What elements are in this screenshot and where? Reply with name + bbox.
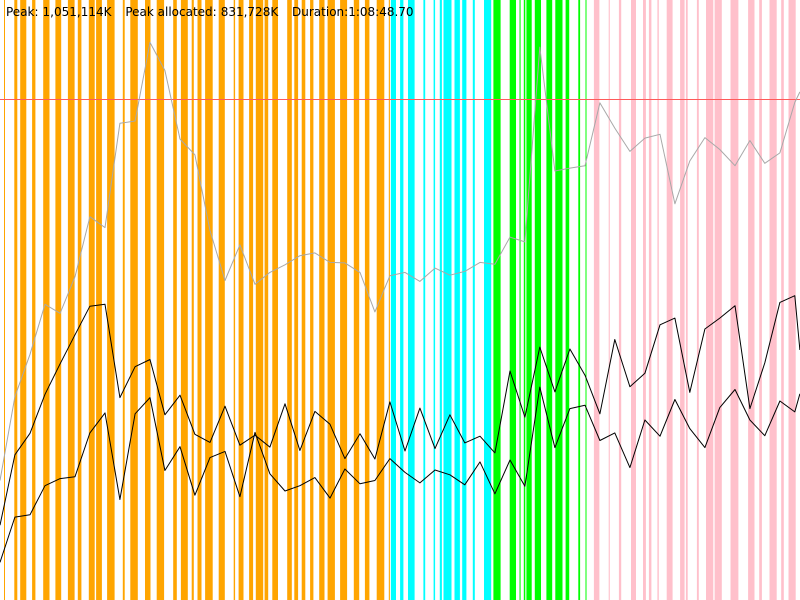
phase-stripe xyxy=(423,0,426,600)
phase-stripe xyxy=(523,0,526,600)
phase-stripe xyxy=(519,0,521,600)
phase-stripe xyxy=(706,0,714,600)
phase-stripe xyxy=(272,0,278,600)
phase-stripe xyxy=(390,0,396,600)
phase-stripe xyxy=(781,0,784,600)
phase-stripe xyxy=(578,0,581,600)
phase-stripe xyxy=(77,0,82,600)
phase-stripe xyxy=(107,0,115,600)
phase-stripe xyxy=(156,0,165,600)
phase-stripe xyxy=(180,0,188,600)
duration-value: 1:08:48.70 xyxy=(348,5,414,19)
phase-stripe xyxy=(197,0,202,600)
phase-stripe xyxy=(788,0,796,600)
phase-stripe xyxy=(555,0,563,600)
phase-stripe xyxy=(294,0,299,600)
allocated-label: Peak allocated: xyxy=(125,5,217,19)
series-line-3 xyxy=(0,386,800,563)
phase-stripe xyxy=(680,0,685,600)
phase-stripe xyxy=(287,0,292,600)
phase-stripe xyxy=(122,0,125,600)
phase-stripe xyxy=(32,0,36,600)
duration-label: Duration: xyxy=(292,5,349,19)
phase-stripe xyxy=(759,0,762,600)
phase-stripe xyxy=(301,0,306,600)
phase-stripe xyxy=(218,0,225,600)
phase-bands xyxy=(4,0,796,600)
allocated-stat: Peak allocated: 831,728K xyxy=(125,5,278,19)
phase-stripe xyxy=(238,0,244,600)
phase-stripe xyxy=(439,0,442,600)
series-lines xyxy=(0,41,800,563)
phase-stripe xyxy=(696,0,699,600)
phase-stripe xyxy=(454,0,460,600)
series-line-2 xyxy=(0,295,800,526)
phase-stripe xyxy=(264,0,269,600)
phase-stripe xyxy=(130,0,138,600)
phase-stripe xyxy=(643,0,646,600)
phase-stripe xyxy=(145,0,151,600)
phase-stripe xyxy=(526,0,532,600)
phase-stripe xyxy=(493,0,501,600)
phase-stripe xyxy=(509,0,516,600)
phase-stripe xyxy=(43,0,50,600)
phase-stripe xyxy=(14,0,18,600)
phase-stripe xyxy=(400,0,404,600)
phase-stripe xyxy=(685,0,688,600)
phase-stripe xyxy=(714,0,722,600)
phase-stripe xyxy=(388,0,390,600)
phase-stripe xyxy=(4,0,5,600)
phase-stripe xyxy=(310,0,314,600)
phase-stripe xyxy=(585,0,587,600)
phase-stripe xyxy=(433,0,436,600)
peak-stat: Peak: 1,051,114K xyxy=(6,5,112,19)
phase-stripe xyxy=(408,0,415,600)
phase-stripe xyxy=(364,0,370,600)
phase-stripe xyxy=(340,0,348,600)
phase-stripe xyxy=(327,0,335,600)
phase-stripe xyxy=(648,0,652,600)
phase-stripe xyxy=(96,0,102,600)
phase-stripe xyxy=(666,0,673,600)
phase-stripe xyxy=(205,0,213,600)
phase-stripe xyxy=(484,0,492,600)
phase-stripe xyxy=(233,0,236,600)
phase-stripe xyxy=(173,0,177,600)
phase-stripe xyxy=(618,0,622,600)
phase-stripe xyxy=(191,0,194,600)
phase-stripe xyxy=(631,0,636,600)
allocated-value: 831,728K xyxy=(220,5,279,19)
phase-stripe xyxy=(769,0,777,600)
phase-stripe xyxy=(472,0,475,600)
phase-stripe xyxy=(376,0,385,600)
phase-stripe xyxy=(608,0,610,600)
phase-stripe xyxy=(546,0,553,600)
phase-stripe xyxy=(55,0,62,600)
phase-stripe xyxy=(255,0,264,600)
phase-stripe xyxy=(20,0,27,600)
phase-stripe xyxy=(443,0,452,600)
phase-stripe xyxy=(67,0,75,600)
peak-label: Peak: xyxy=(6,5,39,19)
phase-stripe xyxy=(249,0,254,600)
stats-header: Peak: 1,051,114K Peak allocated: 831,728K … xyxy=(6,4,414,20)
duration-stat: Duration:1:08:48.70 xyxy=(292,5,414,19)
phase-stripe xyxy=(88,0,95,600)
phase-stripe xyxy=(462,0,467,600)
phase-stripe xyxy=(319,0,325,600)
peak-value: 1,051,114K xyxy=(42,5,112,19)
series-line-1 xyxy=(0,41,800,481)
phase-stripe xyxy=(565,0,570,600)
phase-stripe xyxy=(593,0,600,600)
phase-stripe xyxy=(353,0,360,600)
phase-stripe xyxy=(534,0,541,600)
phase-stripe xyxy=(657,0,659,600)
phase-stripe xyxy=(730,0,739,600)
phase-stripe xyxy=(748,0,755,600)
